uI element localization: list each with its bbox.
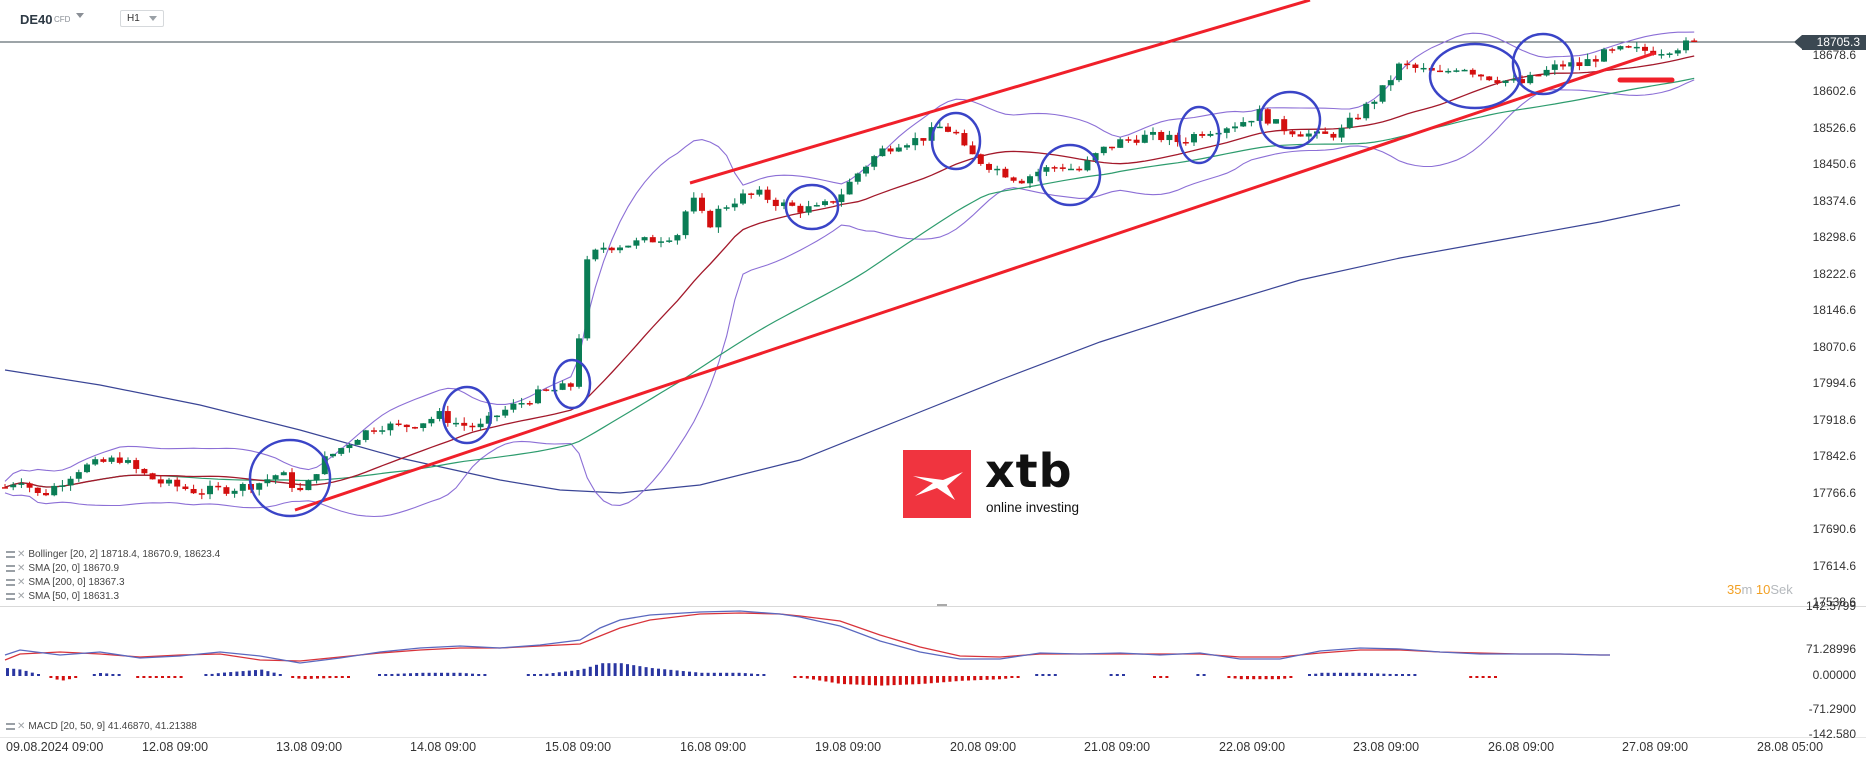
legend-sma20[interactable]: ✕ SMA [20, 0] 18670.9 [6,563,119,574]
legend-bollinger[interactable]: ✕ Bollinger [20, 2] 18718.4, 18670.9, 186… [6,549,220,560]
time-axis-label: 20.08 09:00 [950,740,1017,754]
timeframe-select[interactable]: H1 [120,10,164,27]
time-axis-label: 16.08 09:00 [680,740,747,754]
trend-channel-lines [294,0,1675,512]
time-axis-label: 23.08 09:00 [1353,740,1420,754]
xtb-logo-mark [903,450,971,518]
timeframe-value: H1 [127,13,140,24]
price-axis-label: 18526.6 [1812,120,1856,135]
price-axis-label: 18222.6 [1812,266,1856,281]
remove-indicator-icon[interactable]: ✕ [17,591,26,602]
remove-indicator-icon[interactable]: ✕ [17,563,26,574]
macd-axis-label: -71.2900 [1808,702,1856,716]
highlight-circles [248,32,1575,518]
xtb-logo: xtb online investing [903,444,1093,520]
time-axis-label: 09.08.2024 09:00 [6,740,104,754]
symbol-name[interactable]: DE40 [20,12,53,27]
legend-sma50[interactable]: ✕ SMA [50, 0] 18631.3 [6,591,119,602]
time-axis-label: 28.08 05:00 [1757,740,1824,754]
candle-countdown: 35m 10Sek [1727,582,1793,597]
remove-indicator-icon[interactable]: ✕ [17,721,26,732]
time-axis-label: 26.08 09:00 [1488,740,1555,754]
indicator-settings-icon[interactable] [6,564,15,572]
time-axis-label: 27.08 09:00 [1622,740,1689,754]
legend-macd[interactable]: ✕ MACD [20, 50, 9] 41.46870, 41.21388 [6,721,197,732]
pane-resize-handle[interactable] [937,604,947,606]
sma50-line [4,77,1695,488]
price-axis-label: 17766.6 [1812,485,1856,500]
symbol-dropdown-caret-icon[interactable] [76,13,84,18]
macd-axis-label: 71.28996 [1805,642,1856,656]
time-axis-label: 14.08 09:00 [410,740,477,754]
macd-axis-label: -142.580 [1808,727,1856,741]
remove-indicator-icon[interactable]: ✕ [17,577,26,588]
sma200-line [4,204,1681,494]
legend-sma200[interactable]: ✕ SMA [200, 0] 18367.3 [6,577,125,588]
price-axis-label: 18070.6 [1812,339,1856,354]
price-axis-label: 17614.6 [1812,558,1856,573]
price-axis-label: 17918.6 [1812,412,1856,427]
remove-indicator-icon[interactable]: ✕ [17,549,26,560]
time-axis-divider [0,737,1866,738]
time-axis-label: 13.08 09:00 [276,740,343,754]
time-axis-label: 15.08 09:00 [545,740,612,754]
symbol-type-badge: CFD [54,15,71,24]
price-axis-label: 17842.6 [1812,449,1856,464]
macd-axis-label: 0.00000 [1812,668,1856,682]
current-price-tag: 18705.3 [1794,35,1866,50]
price-axis-label: 17994.6 [1812,376,1856,391]
indicator-settings-icon[interactable] [6,592,15,600]
macd-axis-label: 142.5799 [1805,599,1856,613]
macd-panel [4,610,1610,686]
chevron-down-icon [149,16,157,21]
price-axis-label: 17538.6 [1812,595,1856,609]
time-axis-label: 19.08 09:00 [815,740,882,754]
time-axis-label: 21.08 09:00 [1084,740,1151,754]
price-axis-label: 18602.6 [1812,84,1856,99]
price-axis-label: 17690.6 [1812,522,1856,537]
price-axis-label: 18146.6 [1812,303,1856,318]
chart-toolbar: DE40 CFD H1 [0,0,1866,36]
pane-divider[interactable] [0,606,1866,607]
sma20-line [4,55,1695,488]
price-axis-label: 18298.6 [1812,230,1856,245]
price-axis-label: 18450.6 [1812,157,1856,172]
time-axis-label: 12.08 09:00 [142,740,209,754]
logo-brand: xtb [985,444,1073,498]
indicator-settings-icon[interactable] [6,550,15,558]
logo-tagline: online investing [986,500,1080,515]
indicator-settings-icon[interactable] [6,722,15,730]
time-axis-label: 22.08 09:00 [1219,740,1286,754]
xtb-x-icon [913,472,963,500]
indicator-settings-icon[interactable] [6,578,15,586]
price-axis-label: 18678.6 [1812,48,1856,62]
price-axis-label: 18374.6 [1812,193,1856,208]
candlesticks [2,37,1698,500]
